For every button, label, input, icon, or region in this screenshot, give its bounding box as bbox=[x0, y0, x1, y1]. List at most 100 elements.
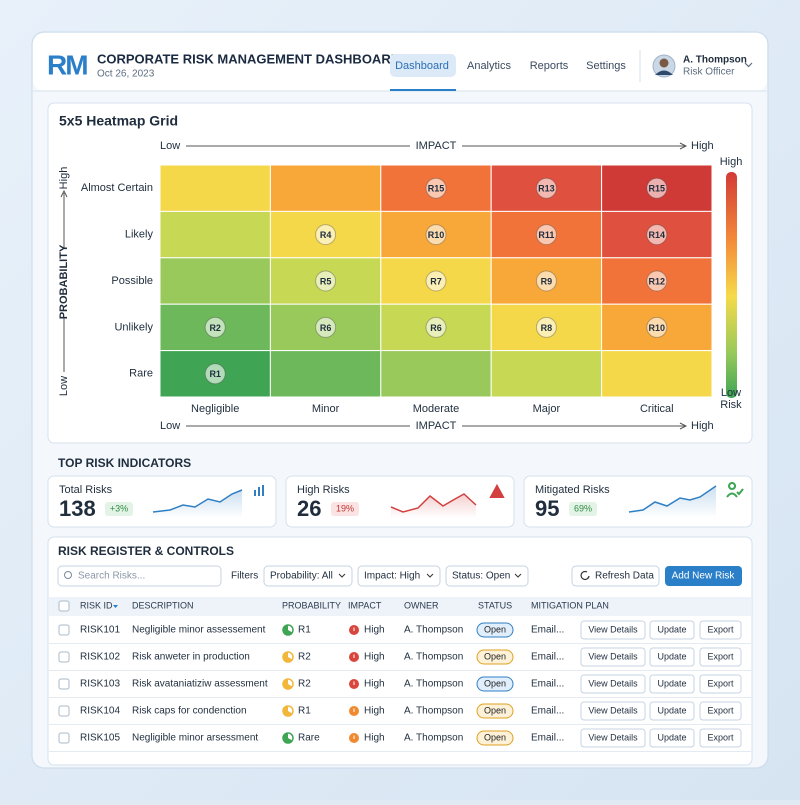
row-action[interactable] bbox=[649, 620, 695, 640]
button-text: Add New Risk bbox=[672, 571, 736, 582]
mitigation: Email... bbox=[531, 652, 564, 663]
refresh-button[interactable] bbox=[571, 565, 660, 587]
checkbox[interactable] bbox=[58, 651, 70, 663]
row-action[interactable] bbox=[699, 674, 742, 694]
risk-marker[interactable] bbox=[315, 270, 337, 292]
row-action[interactable] bbox=[649, 701, 695, 721]
risk-marker[interactable] bbox=[646, 177, 668, 199]
filter-dropdown[interactable] bbox=[263, 565, 353, 587]
probability-high: High bbox=[58, 167, 70, 190]
risk-id: R15 bbox=[428, 184, 445, 194]
action-text: Update bbox=[657, 732, 686, 742]
filter-dropdown[interactable] bbox=[357, 565, 441, 587]
action-text: Update bbox=[657, 651, 686, 661]
checkbox[interactable] bbox=[58, 600, 70, 612]
arrow-head bbox=[60, 189, 68, 198]
row-action[interactable] bbox=[580, 701, 646, 721]
owner: A. Thompson bbox=[404, 652, 463, 663]
risk-id: R9 bbox=[541, 276, 553, 286]
checkbox[interactable] bbox=[58, 732, 70, 744]
action-text: View Details bbox=[588, 705, 638, 715]
risk-marker[interactable] bbox=[646, 224, 668, 246]
column-header: RISK ID bbox=[80, 600, 113, 610]
risk-id: RISK101 bbox=[80, 625, 120, 636]
sparkline bbox=[390, 493, 477, 513]
action-text: Update bbox=[657, 678, 686, 688]
column-header: IMPACT bbox=[348, 600, 382, 610]
nav-item[interactable]: Analytics bbox=[467, 60, 512, 72]
risk-id: R8 bbox=[541, 323, 553, 333]
action-text: Export bbox=[707, 732, 734, 742]
table-header-bg bbox=[49, 597, 751, 616]
risk-id: R12 bbox=[649, 276, 666, 286]
risk-marker[interactable] bbox=[425, 224, 447, 246]
heatmap-cell bbox=[159, 164, 271, 212]
risk-marker[interactable] bbox=[535, 316, 557, 338]
row-action[interactable] bbox=[580, 620, 646, 640]
status-badge bbox=[476, 622, 514, 638]
probability-icon-fill bbox=[282, 678, 293, 689]
status: Open bbox=[484, 651, 506, 661]
probability-low: Low bbox=[58, 376, 70, 396]
checkbox[interactable] bbox=[58, 678, 70, 690]
change-badge bbox=[105, 502, 133, 516]
heatmap-cell bbox=[490, 350, 603, 398]
risk-marker[interactable] bbox=[425, 316, 447, 338]
impact-low: Low bbox=[160, 140, 180, 152]
checkbox[interactable] bbox=[58, 705, 70, 717]
row-action[interactable] bbox=[699, 701, 742, 721]
risk-id: R15 bbox=[649, 184, 666, 194]
row-action[interactable] bbox=[699, 728, 742, 748]
risk-marker[interactable] bbox=[646, 316, 668, 338]
description: Negligible minor arsessment bbox=[132, 733, 258, 744]
sort-indicator bbox=[113, 605, 118, 608]
change-text: 69% bbox=[574, 503, 592, 513]
status: Open bbox=[484, 732, 506, 742]
column-label: Moderate bbox=[413, 403, 459, 415]
impact-high: High bbox=[691, 420, 714, 432]
risk-marker[interactable] bbox=[315, 316, 337, 338]
row-action[interactable] bbox=[649, 728, 695, 748]
probability: R2 bbox=[298, 679, 311, 690]
impact: High bbox=[364, 652, 385, 663]
filter-dropdown[interactable] bbox=[445, 565, 529, 587]
risk-id: R6 bbox=[430, 323, 442, 333]
risk-marker[interactable] bbox=[204, 316, 226, 338]
risk-marker[interactable] bbox=[535, 177, 557, 199]
row-action[interactable] bbox=[580, 647, 646, 667]
checkbox[interactable] bbox=[58, 624, 70, 636]
row-action[interactable] bbox=[649, 674, 695, 694]
probability: R1 bbox=[298, 625, 311, 636]
dropdown-chevron bbox=[514, 573, 522, 578]
row-action[interactable] bbox=[649, 647, 695, 667]
risk-marker[interactable] bbox=[535, 270, 557, 292]
impact-label: IMPACT bbox=[416, 420, 457, 432]
risk-marker[interactable] bbox=[425, 270, 447, 292]
legend-low: Low bbox=[721, 387, 741, 399]
sparkline bbox=[152, 489, 243, 513]
register-card bbox=[47, 536, 753, 766]
row-action[interactable] bbox=[580, 728, 646, 748]
status-badge bbox=[476, 703, 514, 719]
row-action[interactable] bbox=[699, 620, 742, 640]
risk-id: R10 bbox=[649, 323, 666, 333]
row-label: Possible bbox=[111, 275, 153, 287]
risk-marker[interactable] bbox=[315, 224, 337, 246]
probability-label: PROBABILITY bbox=[58, 244, 70, 319]
search-box[interactable] bbox=[57, 565, 222, 587]
description: Risk anweter in production bbox=[132, 652, 250, 663]
impact: High bbox=[364, 706, 385, 717]
nav-item[interactable]: Settings bbox=[586, 60, 626, 72]
description: Negligible minor assessement bbox=[132, 625, 266, 636]
nav-item[interactable]: Reports bbox=[530, 60, 569, 72]
risk-marker[interactable] bbox=[425, 177, 447, 199]
risk-marker[interactable] bbox=[535, 224, 557, 246]
row-action[interactable] bbox=[699, 647, 742, 667]
risk-marker[interactable] bbox=[646, 270, 668, 292]
add-button[interactable] bbox=[665, 566, 742, 586]
risk-marker[interactable] bbox=[204, 363, 226, 385]
nav-item[interactable]: Dashboard bbox=[395, 60, 449, 72]
action-text: View Details bbox=[588, 651, 638, 661]
row-action[interactable] bbox=[580, 674, 646, 694]
